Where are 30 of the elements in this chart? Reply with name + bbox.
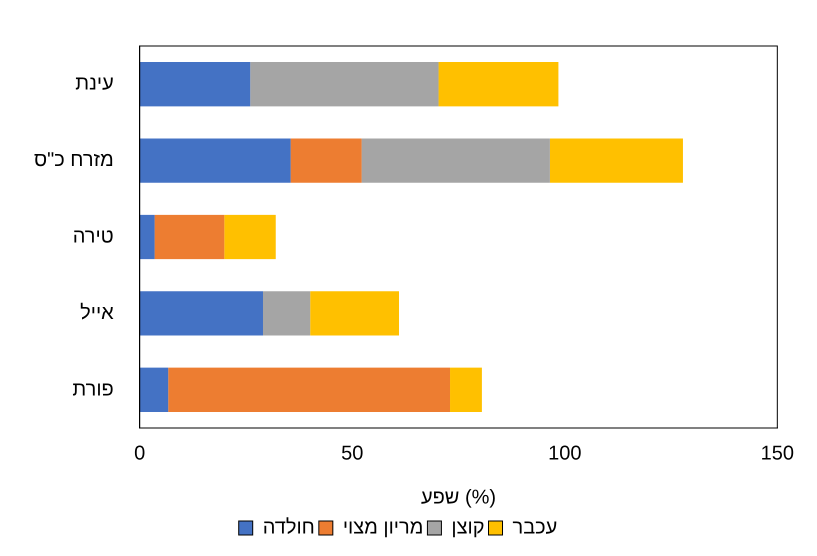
bar bbox=[140, 291, 263, 336]
bar bbox=[362, 138, 550, 183]
legend-label: מריון מצוי bbox=[342, 516, 424, 539]
bar bbox=[224, 214, 276, 260]
bar bbox=[250, 62, 439, 106]
bar bbox=[140, 62, 250, 106]
bar bbox=[450, 368, 482, 412]
bar bbox=[290, 138, 362, 183]
y-tick-label: עינת bbox=[75, 72, 114, 95]
bar bbox=[550, 138, 683, 183]
bar bbox=[140, 138, 291, 183]
y-tick-label: פורת bbox=[72, 378, 114, 400]
legend-label: קוצן bbox=[451, 516, 485, 539]
y-tick-label: מזרח כ"ס bbox=[34, 149, 114, 172]
bar bbox=[154, 214, 224, 260]
x-tick-label: 50 bbox=[341, 442, 364, 465]
bar bbox=[438, 62, 558, 106]
legend-label: חולדה bbox=[262, 516, 315, 539]
x-tick-label: 100 bbox=[548, 442, 582, 465]
legend-label: עכבר bbox=[512, 516, 558, 539]
bar bbox=[262, 291, 310, 336]
bar bbox=[140, 214, 155, 260]
bar bbox=[310, 291, 400, 336]
y-tick-label: טירה bbox=[72, 226, 114, 248]
bar bbox=[168, 368, 450, 412]
bar bbox=[140, 368, 168, 412]
y-tick-label: אייל bbox=[80, 302, 114, 324]
x-tick-label: 150 bbox=[760, 442, 794, 465]
x-tick-label: 0 bbox=[134, 442, 146, 465]
x-axis-title: שפע (%) bbox=[420, 486, 496, 509]
